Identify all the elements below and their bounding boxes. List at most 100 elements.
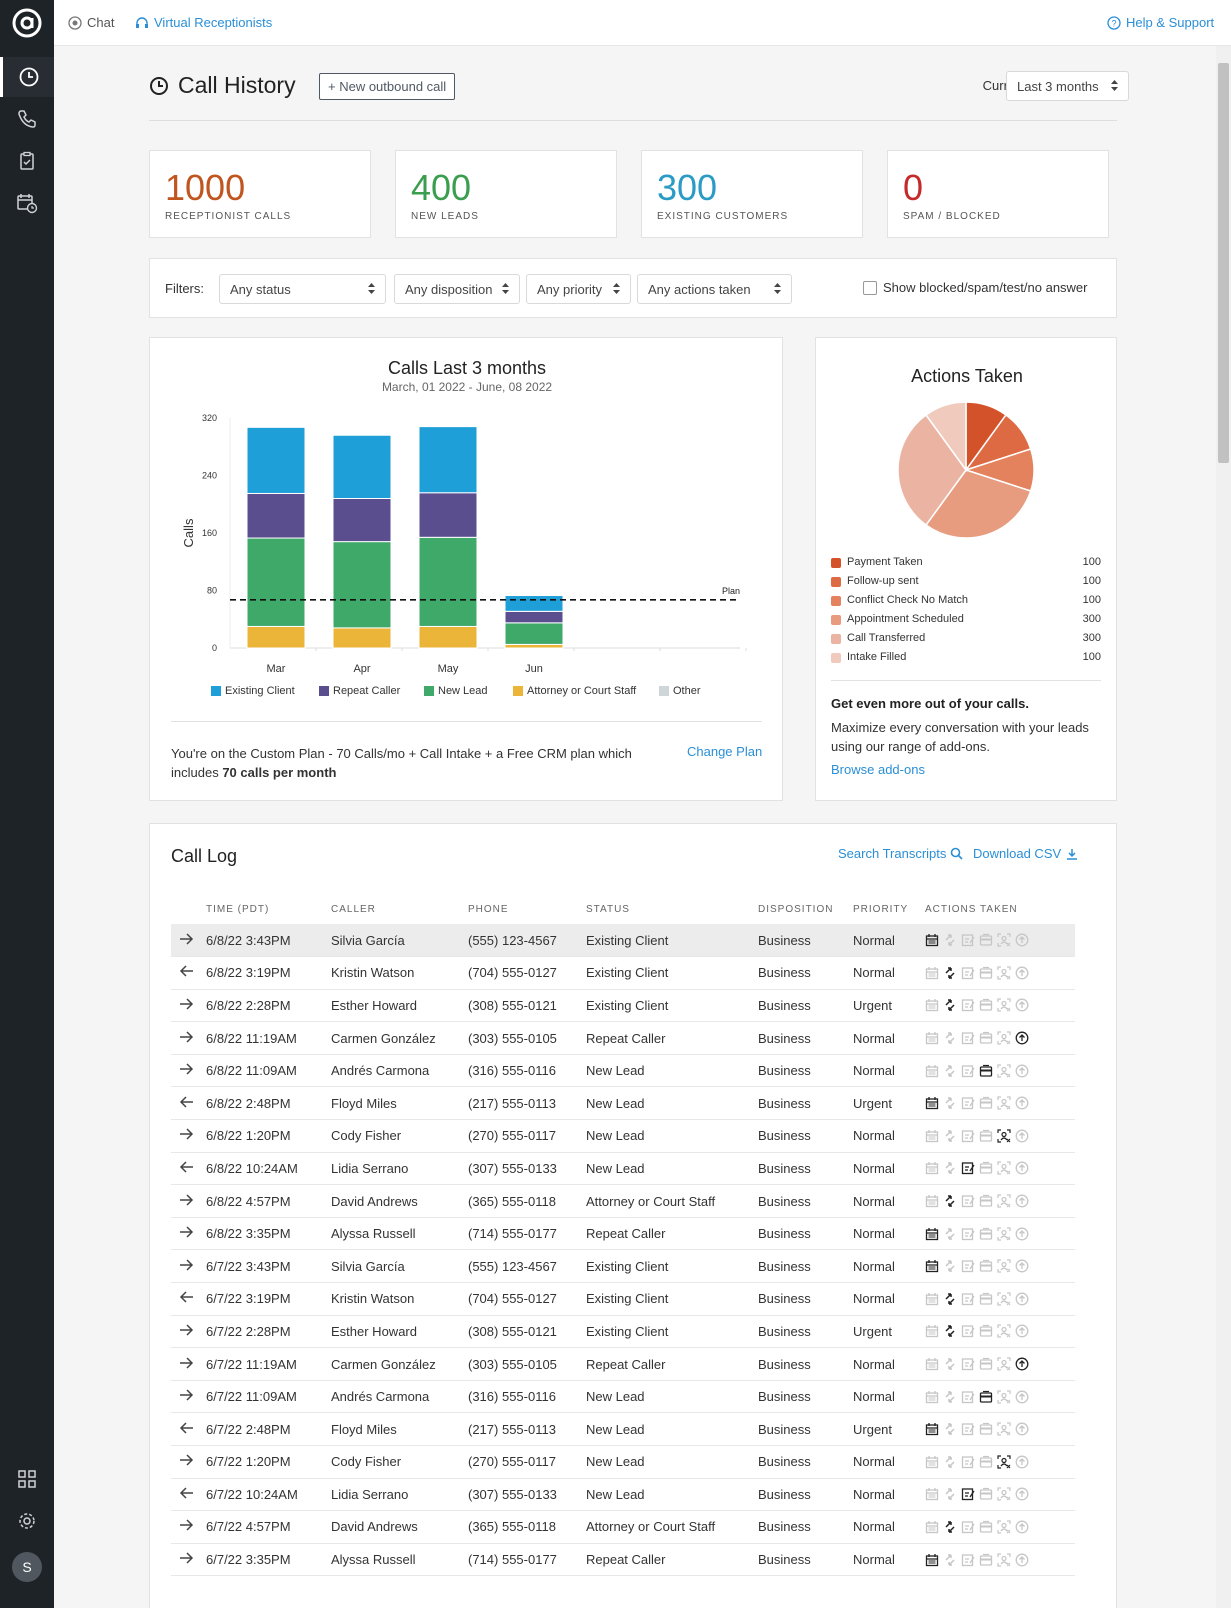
conflict-check-icon[interactable] xyxy=(997,1227,1011,1241)
conflict-check-icon[interactable] xyxy=(997,1194,1011,1208)
calendar-icon[interactable] xyxy=(925,1422,939,1436)
follow-up-icon[interactable] xyxy=(1015,1161,1029,1175)
calendar-icon[interactable] xyxy=(925,1129,939,1143)
legend-item[interactable]: New Lead xyxy=(424,685,488,697)
table-row[interactable]: 6/8/22 4:57PM David Andrews (365) 555-0118… xyxy=(171,1184,1075,1218)
follow-up-icon[interactable] xyxy=(1015,1096,1029,1110)
intake-form-icon[interactable] xyxy=(961,1390,975,1404)
intake-form-icon[interactable] xyxy=(961,1520,975,1534)
follow-up-icon[interactable] xyxy=(1015,1064,1029,1078)
conflict-check-icon[interactable] xyxy=(997,1324,1011,1339)
new-outbound-call-button[interactable]: + New outbound call xyxy=(319,73,456,100)
follow-up-icon[interactable] xyxy=(1015,1259,1029,1273)
bar-segment[interactable] xyxy=(332,498,392,543)
payment-icon[interactable] xyxy=(979,1357,993,1371)
priority-filter-select[interactable]: Any priority xyxy=(526,274,631,304)
legend-item[interactable]: Existing Client xyxy=(211,685,295,697)
nav-schedule[interactable] xyxy=(0,183,54,223)
calendar-icon[interactable] xyxy=(925,1357,939,1371)
transfer-icon[interactable] xyxy=(943,933,957,947)
actions-filter-select[interactable]: Any actions taken xyxy=(637,274,792,304)
app-logo-icon[interactable] xyxy=(12,8,42,38)
follow-up-icon[interactable] xyxy=(1015,1553,1029,1567)
column-header[interactable]: STATUS xyxy=(586,903,630,915)
conflict-check-icon[interactable] xyxy=(997,1096,1011,1110)
column-header[interactable]: DISPOSITION xyxy=(758,903,834,915)
transfer-icon[interactable] xyxy=(943,1487,957,1501)
bar-segment[interactable] xyxy=(332,541,392,629)
follow-up-icon[interactable] xyxy=(1015,1422,1029,1436)
follow-up-icon[interactable] xyxy=(1015,1390,1029,1404)
bar-segment[interactable] xyxy=(246,625,306,649)
virtual-receptionists-link[interactable]: Virtual Receptionists xyxy=(135,15,272,30)
bar-segment[interactable] xyxy=(418,426,478,494)
column-header[interactable]: PRIORITY xyxy=(853,903,909,915)
payment-icon[interactable] xyxy=(979,1096,993,1110)
scrollbar[interactable] xyxy=(1216,46,1231,1608)
bar-segment[interactable] xyxy=(246,537,306,627)
bar-segment[interactable] xyxy=(332,627,392,649)
pie-legend-item[interactable]: Payment Taken 100 xyxy=(831,556,1101,570)
table-row[interactable]: 6/8/22 3:43PM Silvia García (555) 123-4567… xyxy=(171,924,1075,958)
payment-icon[interactable] xyxy=(979,1194,993,1208)
intake-form-icon[interactable] xyxy=(961,1096,975,1110)
intake-form-icon[interactable] xyxy=(961,1129,975,1143)
intake-form-icon[interactable] xyxy=(961,998,975,1012)
table-row[interactable]: 6/8/22 3:19PM Kristin Watson (704) 555-012… xyxy=(171,956,1075,990)
payment-icon[interactable] xyxy=(979,1487,993,1501)
intake-form-icon[interactable] xyxy=(961,1292,975,1306)
table-row[interactable]: 6/7/22 3:43PM Silvia García (555) 123-4567… xyxy=(171,1249,1075,1284)
calendar-icon[interactable] xyxy=(925,933,939,947)
calendar-icon[interactable] xyxy=(925,1161,939,1175)
conflict-check-icon[interactable] xyxy=(997,1422,1011,1436)
transfer-icon[interactable] xyxy=(943,1520,957,1534)
column-header[interactable]: TIME (PDT) xyxy=(206,903,270,915)
browse-addons-link[interactable]: Browse add-ons xyxy=(831,762,925,777)
legend-item[interactable]: Other xyxy=(659,685,701,697)
table-row[interactable]: 6/8/22 11:19AM Carmen González (303) 555-0… xyxy=(171,1021,1075,1055)
calendar-icon[interactable] xyxy=(925,1064,939,1078)
follow-up-icon[interactable] xyxy=(1015,1455,1029,1469)
calendar-icon[interactable] xyxy=(925,1194,939,1208)
pie-legend-item[interactable]: Follow-up sent 100 xyxy=(831,575,1101,589)
payment-icon[interactable] xyxy=(979,998,993,1012)
follow-up-icon[interactable] xyxy=(1015,1031,1029,1045)
payment-icon[interactable] xyxy=(979,1161,993,1175)
pie-legend-item[interactable]: Conflict Check No Match 100 xyxy=(831,594,1101,608)
conflict-check-icon[interactable] xyxy=(997,1520,1011,1534)
conflict-check-icon[interactable] xyxy=(997,1487,1011,1501)
payment-icon[interactable] xyxy=(979,1422,993,1436)
status-filter-select[interactable]: Any status xyxy=(219,274,386,304)
calendar-icon[interactable] xyxy=(925,1553,939,1567)
conflict-check-icon[interactable] xyxy=(997,966,1011,980)
date-range-select[interactable]: Last 3 months xyxy=(1006,71,1129,101)
intake-form-icon[interactable] xyxy=(961,1455,975,1469)
payment-icon[interactable] xyxy=(979,1064,993,1078)
table-row[interactable]: 6/7/22 2:48PM Floyd Miles (217) 555-0113 Ne… xyxy=(171,1412,1075,1446)
bar-segment[interactable] xyxy=(246,426,306,494)
follow-up-icon[interactable] xyxy=(1015,1487,1029,1501)
pie-legend-item[interactable]: Appointment Scheduled 300 xyxy=(831,613,1101,627)
pie-legend-item[interactable]: Intake Filled 100 xyxy=(831,651,1101,665)
table-row[interactable]: 6/8/22 1:20PM Cody Fisher (270) 555-0117 Ne… xyxy=(171,1119,1075,1153)
bar-segment[interactable] xyxy=(418,625,478,649)
table-row[interactable]: 6/7/22 2:28PM Esther Howard (308) 555-0121… xyxy=(171,1315,1075,1349)
conflict-check-icon[interactable] xyxy=(997,1129,1011,1143)
nav-tasks[interactable] xyxy=(0,141,54,181)
calendar-icon[interactable] xyxy=(925,1487,939,1501)
conflict-check-icon[interactable] xyxy=(997,1064,1011,1078)
intake-form-icon[interactable] xyxy=(961,1324,975,1338)
chat-link[interactable]: Chat xyxy=(68,15,114,30)
table-row[interactable]: 6/7/22 4:57PM David Andrews (365) 555-0118… xyxy=(171,1510,1075,1544)
table-row[interactable]: 6/8/22 2:48PM Floyd Miles (217) 555-0113 Ne… xyxy=(171,1086,1075,1121)
intake-form-icon[interactable] xyxy=(961,1194,975,1208)
nav-settings[interactable] xyxy=(0,1501,54,1541)
payment-icon[interactable] xyxy=(979,1324,993,1338)
follow-up-icon[interactable] xyxy=(1015,1357,1029,1371)
table-row[interactable]: 6/7/22 1:20PM Cody Fisher (270) 555-0117 Ne… xyxy=(171,1445,1075,1479)
help-support-link[interactable]: ? Help & Support xyxy=(1107,15,1214,30)
show-blocked-checkbox[interactable] xyxy=(863,281,877,295)
intake-form-icon[interactable] xyxy=(961,966,975,980)
transfer-icon[interactable] xyxy=(943,1422,957,1436)
transfer-icon[interactable] xyxy=(943,1292,957,1306)
